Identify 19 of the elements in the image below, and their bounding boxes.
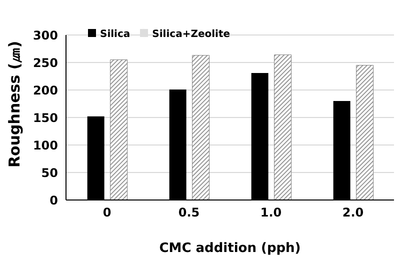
- y-tick-label: 0: [50, 193, 58, 208]
- bar: [356, 65, 374, 200]
- y-axis-title: Roughness (㎛): [5, 40, 24, 168]
- x-tick-label: 0.5: [178, 206, 200, 220]
- x-tick-label: 2.0: [342, 206, 364, 220]
- y-tick-label: 100: [32, 138, 58, 152]
- y-tick-label: 50: [41, 166, 58, 180]
- legend-label: Silica+Zeolite: [152, 29, 230, 40]
- x-tick-label: 1.0: [260, 206, 282, 220]
- y-tick-label: 150: [32, 110, 58, 125]
- x-tick-label: 0: [102, 206, 112, 220]
- legend-label: Silica: [100, 29, 130, 40]
- y-tick-label: 250: [32, 56, 58, 70]
- x-axis-title: CMC addition (pph): [159, 241, 301, 256]
- bar: [274, 54, 292, 200]
- bar: [110, 60, 128, 200]
- bar: [192, 55, 210, 200]
- y-tick-label: 300: [32, 28, 58, 42]
- y-tick-label: 200: [32, 83, 58, 98]
